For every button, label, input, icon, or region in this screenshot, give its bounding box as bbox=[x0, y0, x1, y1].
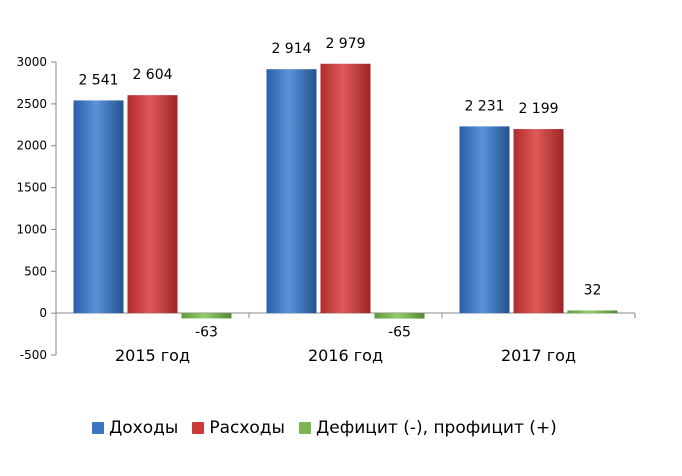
data-label: -63 bbox=[195, 324, 218, 340]
y-tick-label: -500 bbox=[20, 348, 47, 362]
data-label: 2 604 bbox=[132, 67, 172, 83]
data-label: 2 979 bbox=[325, 36, 365, 52]
legend-item-balance: Дефицит (-), профицит (+) bbox=[298, 418, 557, 438]
legend-label-expenses: Расходы bbox=[209, 418, 285, 438]
y-tick-label: 2500 bbox=[16, 97, 47, 111]
legend-label-balance: Дефицит (-), профицит (+) bbox=[315, 418, 557, 438]
bar-0-2 bbox=[459, 126, 510, 314]
legend-swatch-expenses bbox=[192, 422, 205, 434]
data-label: 32 bbox=[584, 282, 602, 298]
data-label: -65 bbox=[388, 325, 411, 341]
category-label: 2015 год bbox=[115, 346, 190, 365]
bar-2-1 bbox=[374, 313, 425, 319]
bar-0-0 bbox=[73, 100, 124, 314]
legend: Доходы Расходы Дефицит (-), профицит (+) bbox=[92, 418, 571, 438]
bar-0-1 bbox=[266, 69, 317, 314]
data-labels: 2 541 2 604 -63 2 914 2 979 -65 2 231 2 199 32 bbox=[78, 36, 601, 341]
legend-swatch-income bbox=[92, 422, 104, 434]
bar-1-0 bbox=[127, 95, 178, 314]
y-tick-label: 2000 bbox=[16, 139, 47, 153]
y-tick-label: 0 bbox=[39, 306, 47, 320]
y-ticks: 3000 2500 2000 1500 1000 500 0 -500 bbox=[16, 55, 56, 362]
legend-item-expenses: Расходы bbox=[192, 418, 285, 438]
category-labels: 2015 год 2016 год 2017 год bbox=[55, 313, 636, 365]
bar-2-2 bbox=[567, 310, 618, 314]
bar-1-2 bbox=[513, 129, 564, 314]
data-label: 2 541 bbox=[78, 72, 118, 88]
y-tick-label: 1500 bbox=[16, 181, 47, 195]
legend-item-income: Доходы bbox=[92, 418, 178, 438]
legend-label-income: Доходы bbox=[109, 418, 179, 438]
y-tick-label: 500 bbox=[24, 264, 47, 278]
category-label: 2016 год bbox=[308, 346, 383, 365]
bars bbox=[73, 63, 618, 319]
legend-swatch-balance bbox=[298, 422, 311, 434]
data-label: 2 914 bbox=[271, 41, 311, 57]
bar-1-1 bbox=[320, 63, 371, 314]
y-tick-label: 3000 bbox=[16, 55, 47, 69]
bar-2-0 bbox=[181, 313, 232, 319]
y-tick-label: 1000 bbox=[16, 222, 47, 236]
bar-chart: 3000 2500 2000 1500 1000 500 0 -500 2 541 2 604 -… bbox=[16, 36, 636, 365]
data-label: 2 199 bbox=[518, 101, 558, 117]
data-label: 2 231 bbox=[464, 98, 504, 114]
category-label: 2017 год bbox=[501, 346, 576, 365]
